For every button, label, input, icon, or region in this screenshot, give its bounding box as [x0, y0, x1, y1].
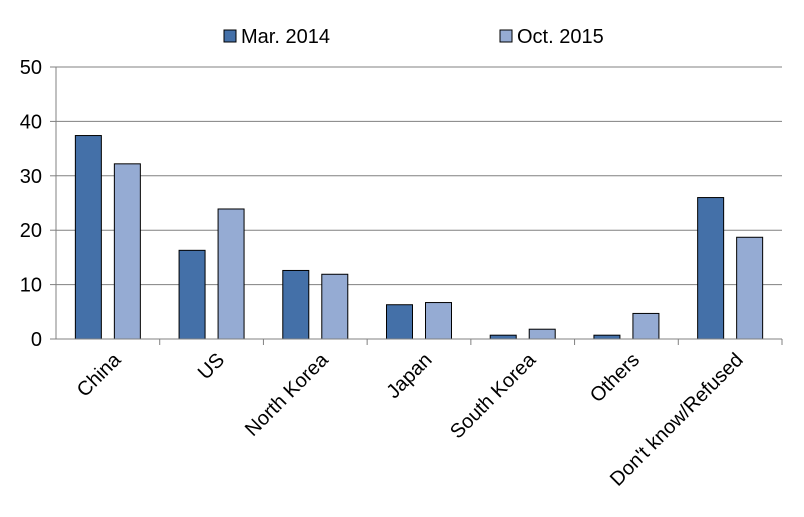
- y-tick-label: 50: [20, 57, 42, 79]
- x-tick-label: North Korea: [241, 348, 333, 440]
- bar-oct-2015: [217, 208, 245, 340]
- gridlines: [50, 66, 783, 345]
- bar-oct-2015: [528, 328, 556, 340]
- y-tick-labels: 0 10 20 30 40 50: [20, 57, 42, 351]
- x-tick-label: Japan: [382, 349, 436, 403]
- bar-oct-2015: [736, 236, 764, 340]
- y-tick-label: 10: [20, 275, 42, 297]
- y-tick-label: 40: [20, 111, 42, 133]
- bars: [74, 135, 764, 340]
- axes: [55, 67, 782, 340]
- bar-oct-2015: [632, 312, 660, 340]
- x-tick-label: China: [73, 348, 126, 401]
- bar-mar-2014: [386, 304, 413, 340]
- bar-mar-2014: [697, 197, 725, 340]
- x-tick-label: US: [194, 349, 229, 384]
- bar-mar-2014: [74, 135, 102, 340]
- legend-label: Oct. 2015: [517, 26, 604, 48]
- x-tick-label: South Korea: [446, 348, 541, 443]
- bar-oct-2015: [425, 302, 452, 340]
- legend: Mar. 2014 Oct. 2015: [223, 26, 604, 48]
- bar-mar-2014: [593, 334, 621, 340]
- y-tick-label: 30: [20, 166, 42, 188]
- bar-mar-2014: [282, 269, 310, 340]
- legend-swatch: [223, 29, 237, 43]
- bar-mar-2014: [489, 334, 517, 340]
- bar-mar-2014: [178, 249, 206, 340]
- bar-oct-2015: [321, 273, 349, 340]
- x-tick-label: Others: [586, 349, 644, 407]
- x-tick-labels: China US North Korea Japan South Korea Others…: [73, 348, 748, 490]
- y-tick-label: 0: [31, 329, 42, 351]
- legend-swatch: [499, 29, 513, 43]
- legend-label: Mar. 2014: [241, 26, 330, 48]
- y-tick-label: 20: [20, 220, 42, 242]
- bar-oct-2015: [113, 163, 141, 340]
